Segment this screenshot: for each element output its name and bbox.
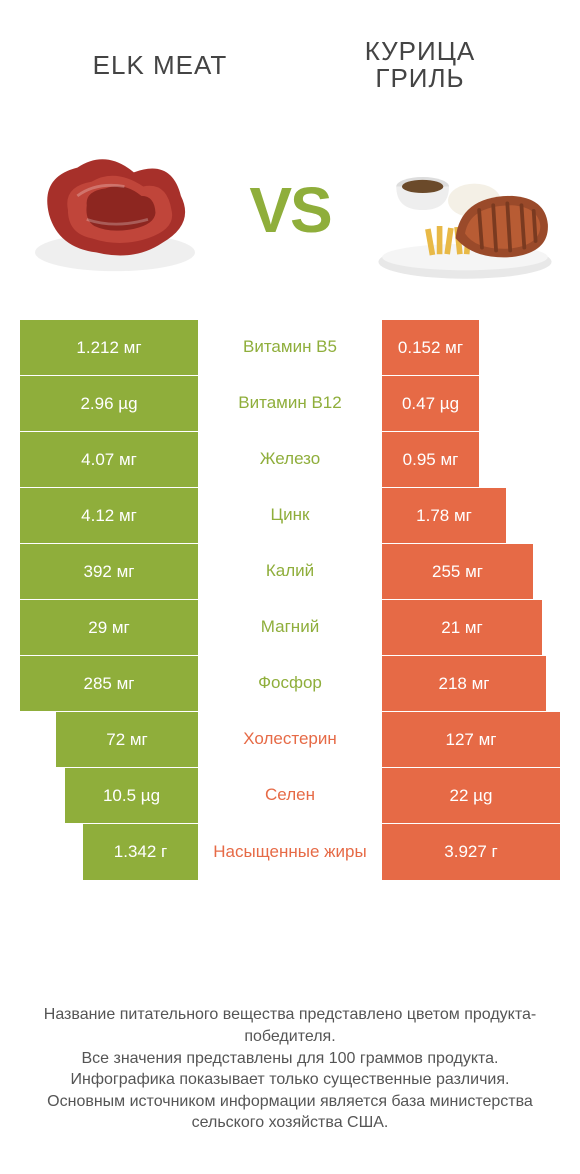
left-value: 2.96 µg (20, 376, 200, 431)
nutrient-label: Витамин B12 (200, 376, 380, 431)
right-bar-wrap: 0.95 мг (380, 432, 560, 487)
table-row: 4.12 мгЦинк1.78 мг (20, 488, 560, 544)
right-bar-wrap: 127 мг (380, 712, 560, 767)
nutrient-label: Магний (200, 600, 380, 655)
header: ELK MEAT КУРИЦАГРИЛЬ (0, 0, 580, 110)
right-value: 0.47 µg (380, 376, 479, 431)
left-value: 1.342 г (83, 824, 200, 880)
left-bar-wrap: 1.212 мг (20, 320, 200, 375)
nutrient-label: Калий (200, 544, 380, 599)
left-value: 392 мг (20, 544, 200, 599)
nutrient-label: Витамин B5 (200, 320, 380, 375)
table-row: 10.5 µgСелен22 µg (20, 768, 560, 824)
right-bar-wrap: 0.47 µg (380, 376, 560, 431)
left-bar-wrap: 72 мг (20, 712, 200, 767)
footer-line-4: Основным источником информации является … (30, 1091, 550, 1134)
nutrient-label: Холестерин (200, 712, 380, 767)
right-value: 21 мг (380, 600, 542, 655)
nutrient-label: Насыщенные жиры (200, 824, 380, 880)
chicken-icon (370, 130, 560, 290)
meat-icon (20, 130, 210, 290)
left-bar-wrap: 392 мг (20, 544, 200, 599)
table-row: 2.96 µgВитамин B120.47 µg (20, 376, 560, 432)
left-value: 1.212 мг (20, 320, 200, 375)
left-bar-wrap: 285 мг (20, 656, 200, 711)
table-row: 1.212 мгВитамин B50.152 мг (20, 320, 560, 376)
right-value: 0.95 мг (380, 432, 479, 487)
right-bar-wrap: 0.152 мг (380, 320, 560, 375)
footer-line-1: Название питательного вещества представл… (30, 1004, 550, 1047)
table-row: 285 мгФосфор218 мг (20, 656, 560, 712)
left-bar-wrap: 29 мг (20, 600, 200, 655)
left-bar-wrap: 10.5 µg (20, 768, 200, 823)
left-bar-wrap: 4.12 мг (20, 488, 200, 543)
right-bar-wrap: 22 µg (380, 768, 560, 823)
nutrient-label: Цинк (200, 488, 380, 543)
nutrient-label: Фосфор (200, 656, 380, 711)
table-row: 29 мгМагний21 мг (20, 600, 560, 656)
title-right: КУРИЦАГРИЛЬ (290, 38, 550, 93)
elk-meat-image (15, 125, 215, 295)
table-row: 1.342 гНасыщенные жиры3.927 г (20, 824, 560, 880)
footer-text: Название питательного вещества представл… (30, 1004, 550, 1134)
nutrient-label: Железо (200, 432, 380, 487)
left-value: 10.5 µg (65, 768, 200, 823)
left-value: 285 мг (20, 656, 200, 711)
right-value: 0.152 мг (380, 320, 479, 375)
vs-label: VS (249, 173, 330, 247)
right-value: 127 мг (380, 712, 560, 767)
left-value: 72 мг (56, 712, 200, 767)
left-value: 29 мг (20, 600, 200, 655)
images-row: VS (0, 110, 580, 320)
left-value: 4.07 мг (20, 432, 200, 487)
left-value: 4.12 мг (20, 488, 200, 543)
right-bar-wrap: 218 мг (380, 656, 560, 711)
right-value: 3.927 г (380, 824, 560, 880)
comparison-table: 1.212 мгВитамин B50.152 мг2.96 µgВитамин… (20, 320, 560, 880)
right-bar-wrap: 3.927 г (380, 824, 560, 880)
left-bar-wrap: 4.07 мг (20, 432, 200, 487)
footer-line-2: Все значения представлены для 100 граммо… (30, 1048, 550, 1070)
right-bar-wrap: 255 мг (380, 544, 560, 599)
table-row: 392 мгКалий255 мг (20, 544, 560, 600)
right-value: 22 µg (380, 768, 560, 823)
right-bar-wrap: 1.78 мг (380, 488, 560, 543)
table-row: 4.07 мгЖелезо0.95 мг (20, 432, 560, 488)
title-left: ELK MEAT (30, 50, 290, 81)
right-value: 218 мг (380, 656, 546, 711)
right-bar-wrap: 21 мг (380, 600, 560, 655)
right-value: 255 мг (380, 544, 533, 599)
left-bar-wrap: 2.96 µg (20, 376, 200, 431)
footer-line-3: Инфографика показывает только существенн… (30, 1069, 550, 1091)
right-value: 1.78 мг (380, 488, 506, 543)
left-bar-wrap: 1.342 г (20, 824, 200, 880)
nutrient-label: Селен (200, 768, 380, 823)
chicken-grill-image (365, 125, 565, 295)
table-row: 72 мгХолестерин127 мг (20, 712, 560, 768)
